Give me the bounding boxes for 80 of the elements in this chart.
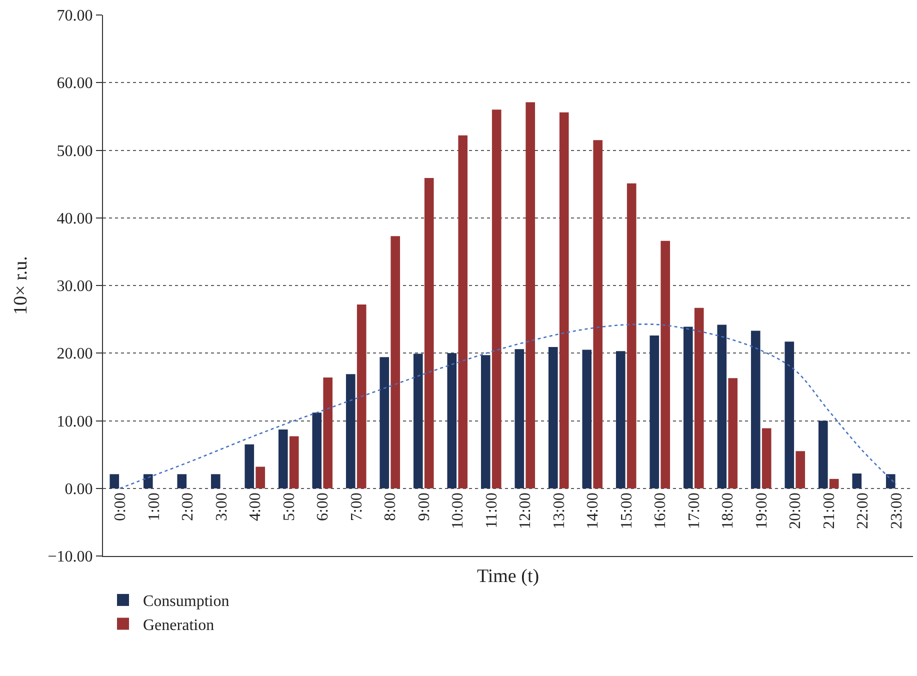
bar xyxy=(717,324,727,488)
bar xyxy=(526,102,536,488)
bar xyxy=(852,474,862,488)
bar xyxy=(447,353,457,488)
x-tick-label: 14:00 xyxy=(584,492,602,530)
bar xyxy=(548,347,558,488)
y-tick-label: −10.00 xyxy=(48,548,93,566)
bar xyxy=(728,378,738,488)
bar xyxy=(312,412,322,488)
x-tick-label: 5:00 xyxy=(280,492,298,522)
x-tick-label: 8:00 xyxy=(382,492,400,522)
x-tick-label: 12:00 xyxy=(517,492,534,530)
bar xyxy=(143,474,153,488)
x-tick-label: 1:00 xyxy=(146,492,163,522)
x-tick-label: 4:00 xyxy=(247,492,264,522)
bar xyxy=(784,342,794,488)
legend-label: Consumption xyxy=(143,593,230,610)
bar xyxy=(514,349,524,488)
y-tick-label: 20.00 xyxy=(56,346,93,363)
bar xyxy=(458,135,468,488)
bar xyxy=(818,420,828,488)
bar xyxy=(762,428,772,488)
bar xyxy=(244,444,254,488)
bar xyxy=(559,112,569,488)
bar xyxy=(356,304,366,488)
bar xyxy=(492,110,502,488)
y-tick-label: 10.00 xyxy=(56,413,93,430)
y-axis-title: 10× r.u. xyxy=(10,256,32,315)
bar xyxy=(829,478,839,488)
bar xyxy=(390,236,400,488)
y-tick-label: 40.00 xyxy=(56,210,93,228)
x-tick-label: 10:00 xyxy=(450,492,467,530)
x-tick-label: 9:00 xyxy=(416,492,433,522)
bar xyxy=(278,430,288,488)
legend-label: Generation xyxy=(143,616,214,634)
x-axis-title: Time (t) xyxy=(476,566,540,587)
y-tick-label: 50.00 xyxy=(56,142,93,160)
bar xyxy=(480,355,490,488)
bar xyxy=(380,357,390,488)
x-tick-label: 16:00 xyxy=(652,492,670,530)
bar xyxy=(796,451,806,488)
bar xyxy=(694,308,704,488)
bar xyxy=(323,377,333,488)
bar xyxy=(660,240,670,488)
x-tick-label: 22:00 xyxy=(854,492,872,530)
y-tick-label: 0.00 xyxy=(64,480,93,498)
bar xyxy=(582,350,592,488)
bar xyxy=(256,466,266,488)
bar xyxy=(683,326,693,488)
bar xyxy=(626,183,636,488)
x-tick-label: 19:00 xyxy=(753,492,770,530)
bar xyxy=(616,351,626,488)
x-tick-label: 15:00 xyxy=(618,492,636,530)
x-tick-label: 13:00 xyxy=(550,492,568,530)
bar xyxy=(593,140,603,488)
x-tick-label: 7:00 xyxy=(348,492,366,522)
x-tick-label: 11:00 xyxy=(483,492,500,528)
bar xyxy=(886,474,896,488)
y-tick-label: 60.00 xyxy=(56,75,93,92)
x-tick-label: 6:00 xyxy=(314,492,332,522)
x-tick-label: 18:00 xyxy=(720,492,737,530)
x-tick-label: 0:00 xyxy=(112,492,130,522)
x-tick-label: 21:00 xyxy=(820,492,838,530)
bar xyxy=(413,354,423,488)
y-tick-label: 30.00 xyxy=(56,278,93,296)
bar xyxy=(650,336,660,488)
bar xyxy=(346,374,356,488)
bar xyxy=(177,474,187,488)
bar xyxy=(110,474,120,488)
y-tick-label: 70.00 xyxy=(56,8,93,25)
x-tick-label: 23:00 xyxy=(888,492,906,530)
bar xyxy=(289,436,299,488)
bar xyxy=(424,178,434,488)
x-tick-label: 2:00 xyxy=(180,492,197,522)
x-tick-label: 3:00 xyxy=(213,492,230,522)
x-tick-label: 17:00 xyxy=(686,492,703,530)
bar xyxy=(210,474,220,488)
x-tick-label: 20:00 xyxy=(787,492,804,530)
line-series xyxy=(119,324,897,490)
bar xyxy=(750,330,760,488)
